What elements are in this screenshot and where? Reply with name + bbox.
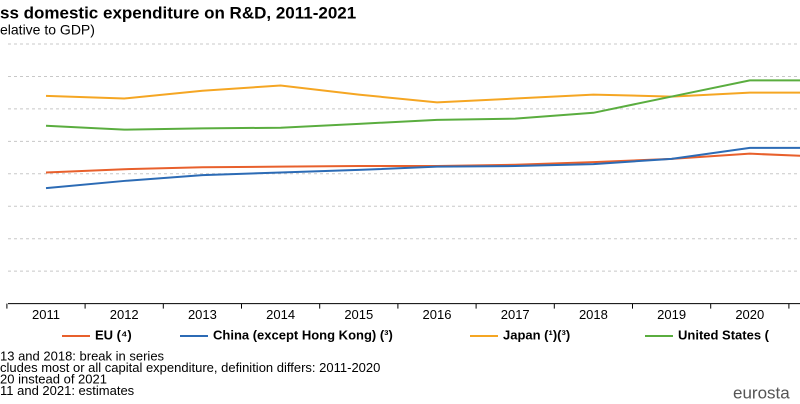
x-tick-label: 2019: [657, 307, 686, 322]
legend-label: EU (⁴): [95, 327, 132, 342]
x-tick-label: 2012: [110, 307, 139, 322]
x-tick-label: 2020: [735, 307, 764, 322]
footnote: 13 and 2018: break in series: [0, 348, 165, 363]
x-tick-label: 2016: [423, 307, 452, 322]
series-line: [45, 84, 800, 104]
x-tick-label: 2013: [188, 307, 217, 322]
x-tick-label: 2011: [32, 307, 60, 322]
x-tick-label: 2018: [579, 307, 608, 322]
legend-label: China (except Hong Kong) (³): [213, 327, 393, 342]
footnote: 20 instead of 2021: [0, 371, 107, 386]
legend-label: Japan (¹)(³): [503, 327, 570, 342]
series-line: [45, 79, 800, 131]
footnote: 11 and 2021: estimates: [0, 383, 135, 398]
chart-subtitle: elative to GDP): [0, 22, 95, 38]
legend-label: United States (: [678, 327, 770, 342]
x-tick-label: 2014: [266, 307, 295, 322]
series-line: [45, 146, 800, 190]
chart-title: ss domestic expenditure on R&D, 2011-202…: [0, 3, 356, 22]
x-tick-label: 2017: [501, 307, 530, 322]
footnote: cludes most or all capital expenditure, …: [0, 360, 380, 375]
x-tick-label: 2015: [344, 307, 373, 322]
source-logo: eurosta: [733, 383, 790, 402]
